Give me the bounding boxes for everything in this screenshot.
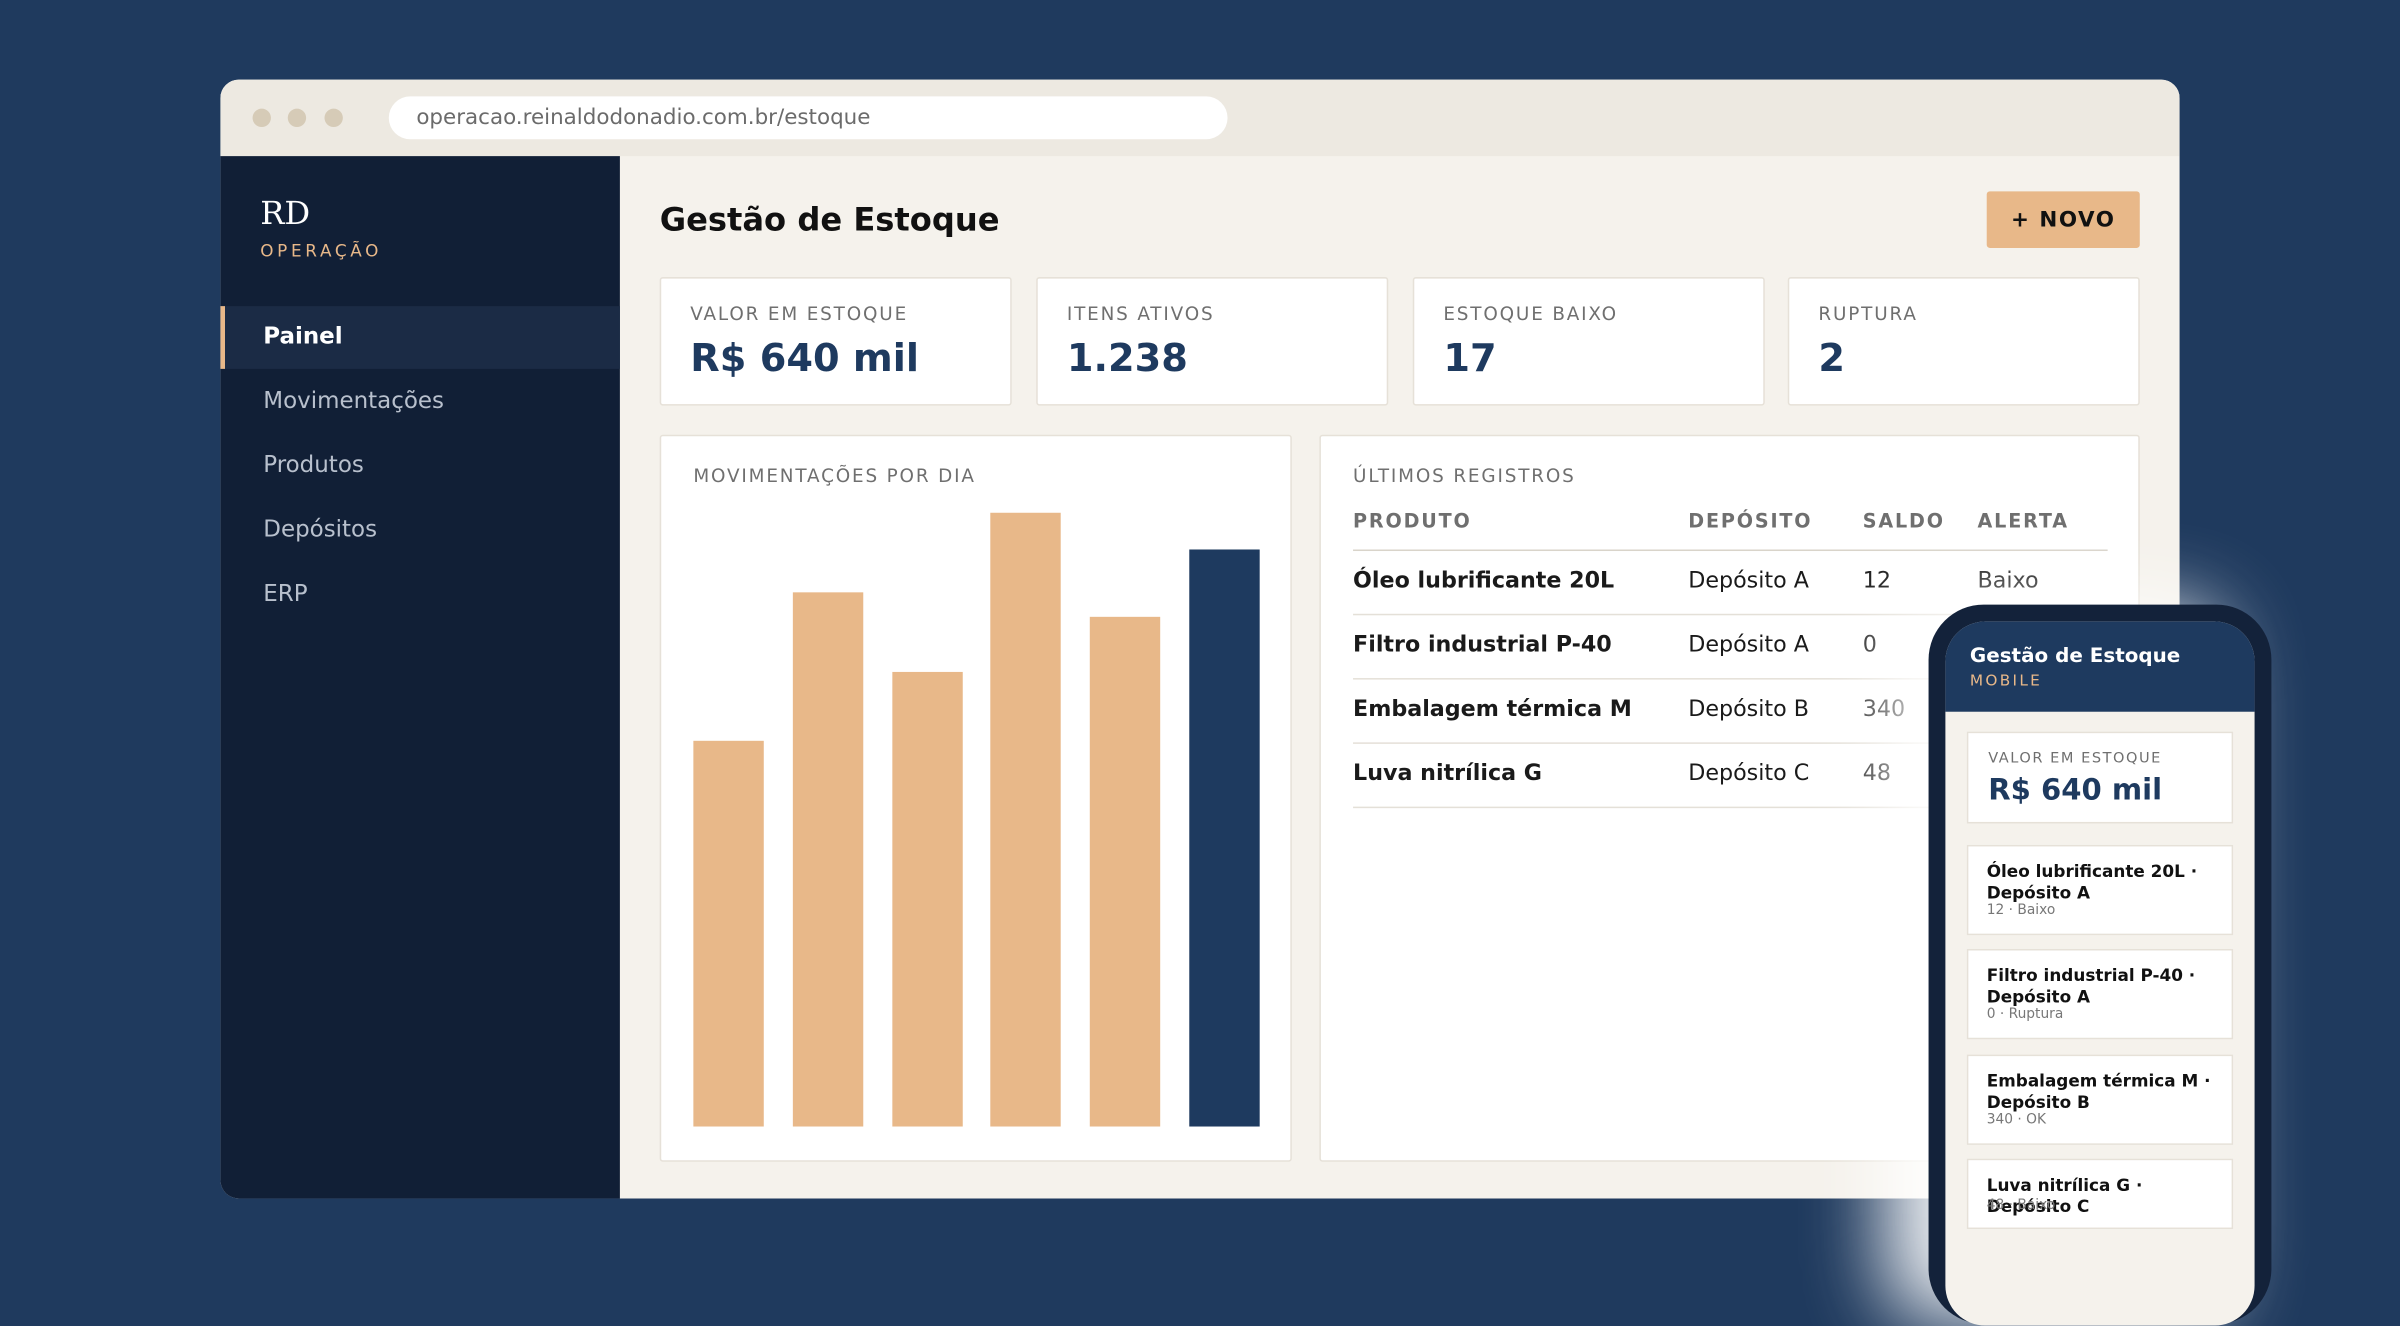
table-cell: Óleo lubrificante 20L xyxy=(1353,569,1615,594)
header-divider xyxy=(1353,549,2108,552)
row-divider xyxy=(1353,806,2108,809)
kpi-label: ITENS ATIVOS xyxy=(1066,303,1215,325)
mobile-header: Gestão de Estoque MOBILE xyxy=(1945,621,2255,712)
nav-label: Movimentações xyxy=(263,386,444,415)
nav-item[interactable]: ERP xyxy=(220,563,619,626)
new-button-label: + NOVO xyxy=(2010,208,2116,233)
kpi-value: 1.238 xyxy=(1066,335,1188,381)
mobile-title: Gestão de Estoque xyxy=(1969,645,2181,669)
column-header: ALERTA xyxy=(1977,509,2069,533)
phone-screen: Gestão de Estoque MOBILE VALOR EM ESTOQU… xyxy=(1945,621,2255,1326)
bar xyxy=(693,740,764,1127)
mobile-item-title: Luva nitrílica G · Depósito C xyxy=(1986,1175,2143,1217)
mobile-subtitle: MOBILE xyxy=(1969,673,2043,691)
mobile-item-meta: 0 · Ruptura xyxy=(1986,1007,2064,1023)
kpi-value: R$ 640 mil xyxy=(690,335,920,381)
kpi-card: VALOR EM ESTOQUE R$ 640 mil xyxy=(659,277,1012,406)
row-divider xyxy=(1353,742,2108,744)
mobile-item[interactable]: Óleo lubrificante 20L · Depósito A 12 · B… xyxy=(1966,844,2234,936)
column-header: DEPÓSITO xyxy=(1688,509,1813,533)
table-title: ÚLTIMOS REGISTROS xyxy=(1353,465,1576,487)
column-header: PRODUTO xyxy=(1353,509,1472,533)
chart-title: MOVIMENTAÇÕES POR DIA xyxy=(693,465,976,487)
nav-item[interactable]: Movimentações xyxy=(220,370,619,433)
page: operacao.reinaldodonadio.com.br/estoque … xyxy=(220,79,2272,1326)
brand-sub: OPERAÇÃO xyxy=(260,241,383,261)
nav-item[interactable]: Painel xyxy=(220,306,620,369)
mobile-kpi-value: R$ 640 mil xyxy=(1988,773,2163,808)
kpi-label: VALOR EM ESTOQUE xyxy=(690,303,909,325)
nav-label: ERP xyxy=(263,579,308,607)
row-divider xyxy=(1353,613,2108,616)
kpi-card: ESTOQUE BAIXO 17 xyxy=(1412,277,1765,406)
kpi-label: ESTOQUE BAIXO xyxy=(1443,303,1618,325)
mobile-item-title: Embalagem térmica M · Depósito B xyxy=(1986,1071,2211,1112)
row-divider xyxy=(1353,678,2108,680)
table-cell: Luva nitrílica G xyxy=(1353,761,1543,787)
nav-label: Painel xyxy=(263,322,343,350)
nav-label: Produtos xyxy=(263,450,364,479)
kpi-value: 2 xyxy=(1818,335,1845,381)
mobile-kpi-label: VALOR EM ESTOQUE xyxy=(1988,750,2162,768)
page-title: Gestão de Estoque xyxy=(659,201,1000,239)
mobile-item-meta: 12 · Baixo xyxy=(1986,903,2056,919)
mobile-item[interactable]: Luva nitrílica G · Depósito C 48 · Baixo xyxy=(1966,1158,2234,1230)
stage: operacao.reinaldodonadio.com.br/estoque … xyxy=(220,79,2272,1326)
browser-window: operacao.reinaldodonadio.com.br/estoque … xyxy=(220,79,2180,1199)
window-dot[interactable] xyxy=(287,108,307,128)
address-bar[interactable]: operacao.reinaldodonadio.com.br/estoque xyxy=(388,96,1228,140)
window-dot[interactable] xyxy=(252,108,271,128)
table-cell: Depósito B xyxy=(1688,697,1809,723)
mobile-item-title: Filtro industrial P-40 · Depósito A xyxy=(1986,965,2196,1007)
new-button[interactable]: + NOVO xyxy=(1986,191,2140,248)
kpi-value: 17 xyxy=(1443,335,1497,381)
kpi-label: RUPTURA xyxy=(1818,303,1918,325)
browser-toolbar: operacao.reinaldodonadio.com.br/estoque xyxy=(220,79,2180,157)
table-cell: Embalagem térmica M xyxy=(1353,697,1632,723)
mobile-kpi: VALOR EM ESTOQUE R$ 640 mil xyxy=(1966,731,2234,824)
kpi-card: RUPTURA 2 xyxy=(1787,277,2140,406)
chart-panel: MOVIMENTAÇÕES POR DIA xyxy=(659,434,1292,1162)
window-dot[interactable] xyxy=(324,108,343,128)
table-cell: 0 xyxy=(1862,633,1877,658)
mobile-item[interactable]: Embalagem térmica M · Depósito B 340 · OK xyxy=(1966,1054,2234,1145)
mobile-item-title: Óleo lubrificante 20L · Depósito A xyxy=(1986,861,2198,903)
table-cell: 12 xyxy=(1862,569,1891,594)
nav-item[interactable]: Depósitos xyxy=(220,499,619,562)
nav-item[interactable]: Produtos xyxy=(220,435,619,498)
table-cell: 48 xyxy=(1862,761,1891,787)
table-cell: 340 xyxy=(1862,697,1906,723)
column-header: SALDO xyxy=(1862,509,1945,533)
kpi-card: ITENS ATIVOS 1.238 xyxy=(1036,277,1389,406)
table-cell: Filtro industrial P-40 xyxy=(1353,633,1612,658)
table-cell: Depósito A xyxy=(1688,633,1809,658)
brand: RD xyxy=(260,195,311,232)
mobile-item-meta: 48 · Baixo xyxy=(1986,1198,2056,1214)
table-cell: Baixo xyxy=(1977,569,2039,594)
url-text: operacao.reinaldodonadio.com.br/estoque xyxy=(416,105,871,131)
table-cell: Depósito A xyxy=(1688,569,1809,594)
table-cell: Depósito C xyxy=(1688,761,1810,787)
bar xyxy=(1189,549,1260,1127)
bar xyxy=(1090,616,1161,1127)
bar xyxy=(792,592,863,1127)
phone: Gestão de Estoque MOBILE VALOR EM ESTOQU… xyxy=(1928,604,2272,1326)
bar xyxy=(990,512,1062,1127)
mobile-item-meta: 340 · OK xyxy=(1986,1112,2047,1129)
bar xyxy=(891,671,963,1127)
sidebar: RD OPERAÇÃO Painel Movimentações Produtos D… xyxy=(220,156,620,1199)
nav-label: Depósitos xyxy=(263,515,378,543)
